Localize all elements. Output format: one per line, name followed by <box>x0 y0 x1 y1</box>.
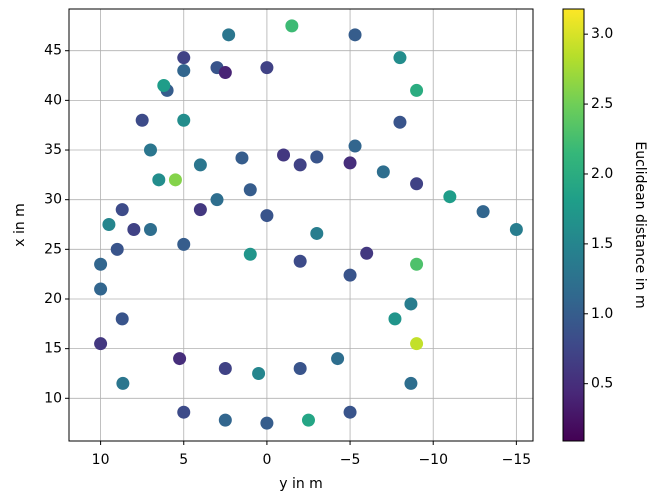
point <box>177 64 191 78</box>
point <box>348 139 362 153</box>
point <box>177 405 191 419</box>
point <box>410 83 424 97</box>
colorbar-tick-label: 2.0 <box>591 166 613 182</box>
point <box>135 113 149 127</box>
x-tick-label: 10 <box>92 452 110 468</box>
point <box>235 151 249 165</box>
x-tick-label: −15 <box>502 452 532 468</box>
point <box>210 193 224 207</box>
colorbar-tick-label: 1.0 <box>591 306 613 322</box>
point <box>310 226 324 240</box>
point <box>343 156 357 170</box>
y-tick-label: 10 <box>44 390 62 406</box>
point <box>143 222 157 236</box>
plot-frame <box>68 8 534 442</box>
point <box>143 143 157 157</box>
y-tick-label: 30 <box>44 192 62 208</box>
x-tick-label: 0 <box>262 452 271 468</box>
point <box>157 78 171 92</box>
point <box>285 19 299 33</box>
point <box>260 61 274 75</box>
point <box>243 247 257 261</box>
point <box>115 312 129 326</box>
point <box>343 405 357 419</box>
point <box>168 173 182 187</box>
colorbar-tick-label: 2.5 <box>591 96 613 112</box>
point <box>376 165 390 179</box>
point <box>173 352 187 366</box>
point <box>301 413 315 427</box>
colorbar-tick-label: 1.5 <box>591 236 613 252</box>
y-tick-label: 20 <box>44 291 62 307</box>
point <box>243 183 257 197</box>
y-tick-label: 45 <box>44 43 62 59</box>
colorbar-tick-label: 0.5 <box>591 376 613 392</box>
x-tick-label: 5 <box>179 452 188 468</box>
point <box>331 352 345 366</box>
point <box>260 209 274 223</box>
point <box>360 246 374 260</box>
point <box>293 158 307 172</box>
point <box>277 148 291 162</box>
colorbar <box>562 8 585 442</box>
point <box>393 115 407 129</box>
y-axis-label: x in m <box>12 203 28 247</box>
point <box>404 376 418 390</box>
point <box>310 150 324 164</box>
y-tick-label: 35 <box>44 142 62 158</box>
point <box>410 337 424 351</box>
point <box>110 242 124 256</box>
point <box>404 297 418 311</box>
y-tick-label: 40 <box>44 92 62 108</box>
point <box>102 218 116 232</box>
point <box>293 362 307 376</box>
point <box>260 416 274 430</box>
point <box>193 158 207 172</box>
colorbar-tick-label: 3.0 <box>591 26 613 42</box>
point <box>218 362 232 376</box>
point <box>343 268 357 282</box>
point <box>116 376 130 390</box>
point <box>193 203 207 217</box>
point <box>177 51 191 65</box>
point <box>218 66 232 80</box>
y-tick-label: 15 <box>44 341 62 357</box>
point <box>177 237 191 251</box>
point <box>388 312 402 326</box>
x-tick-label: −10 <box>418 452 448 468</box>
point <box>348 28 362 42</box>
point <box>218 413 232 427</box>
point <box>476 205 490 219</box>
y-tick-label: 25 <box>44 241 62 257</box>
point <box>393 51 407 65</box>
point <box>94 257 108 271</box>
point <box>94 337 108 351</box>
point <box>252 366 266 380</box>
point <box>115 203 129 217</box>
point <box>293 254 307 268</box>
point <box>443 190 457 204</box>
point <box>177 113 191 127</box>
point <box>509 222 523 236</box>
colorbar-label: Euclidean distance in m <box>632 141 648 308</box>
x-axis-label: y in m <box>279 476 323 492</box>
x-tick-label: −5 <box>340 452 361 468</box>
point <box>94 282 108 296</box>
point <box>127 222 141 236</box>
point <box>410 257 424 271</box>
point <box>152 173 166 187</box>
point <box>222 28 236 42</box>
point <box>410 177 424 191</box>
